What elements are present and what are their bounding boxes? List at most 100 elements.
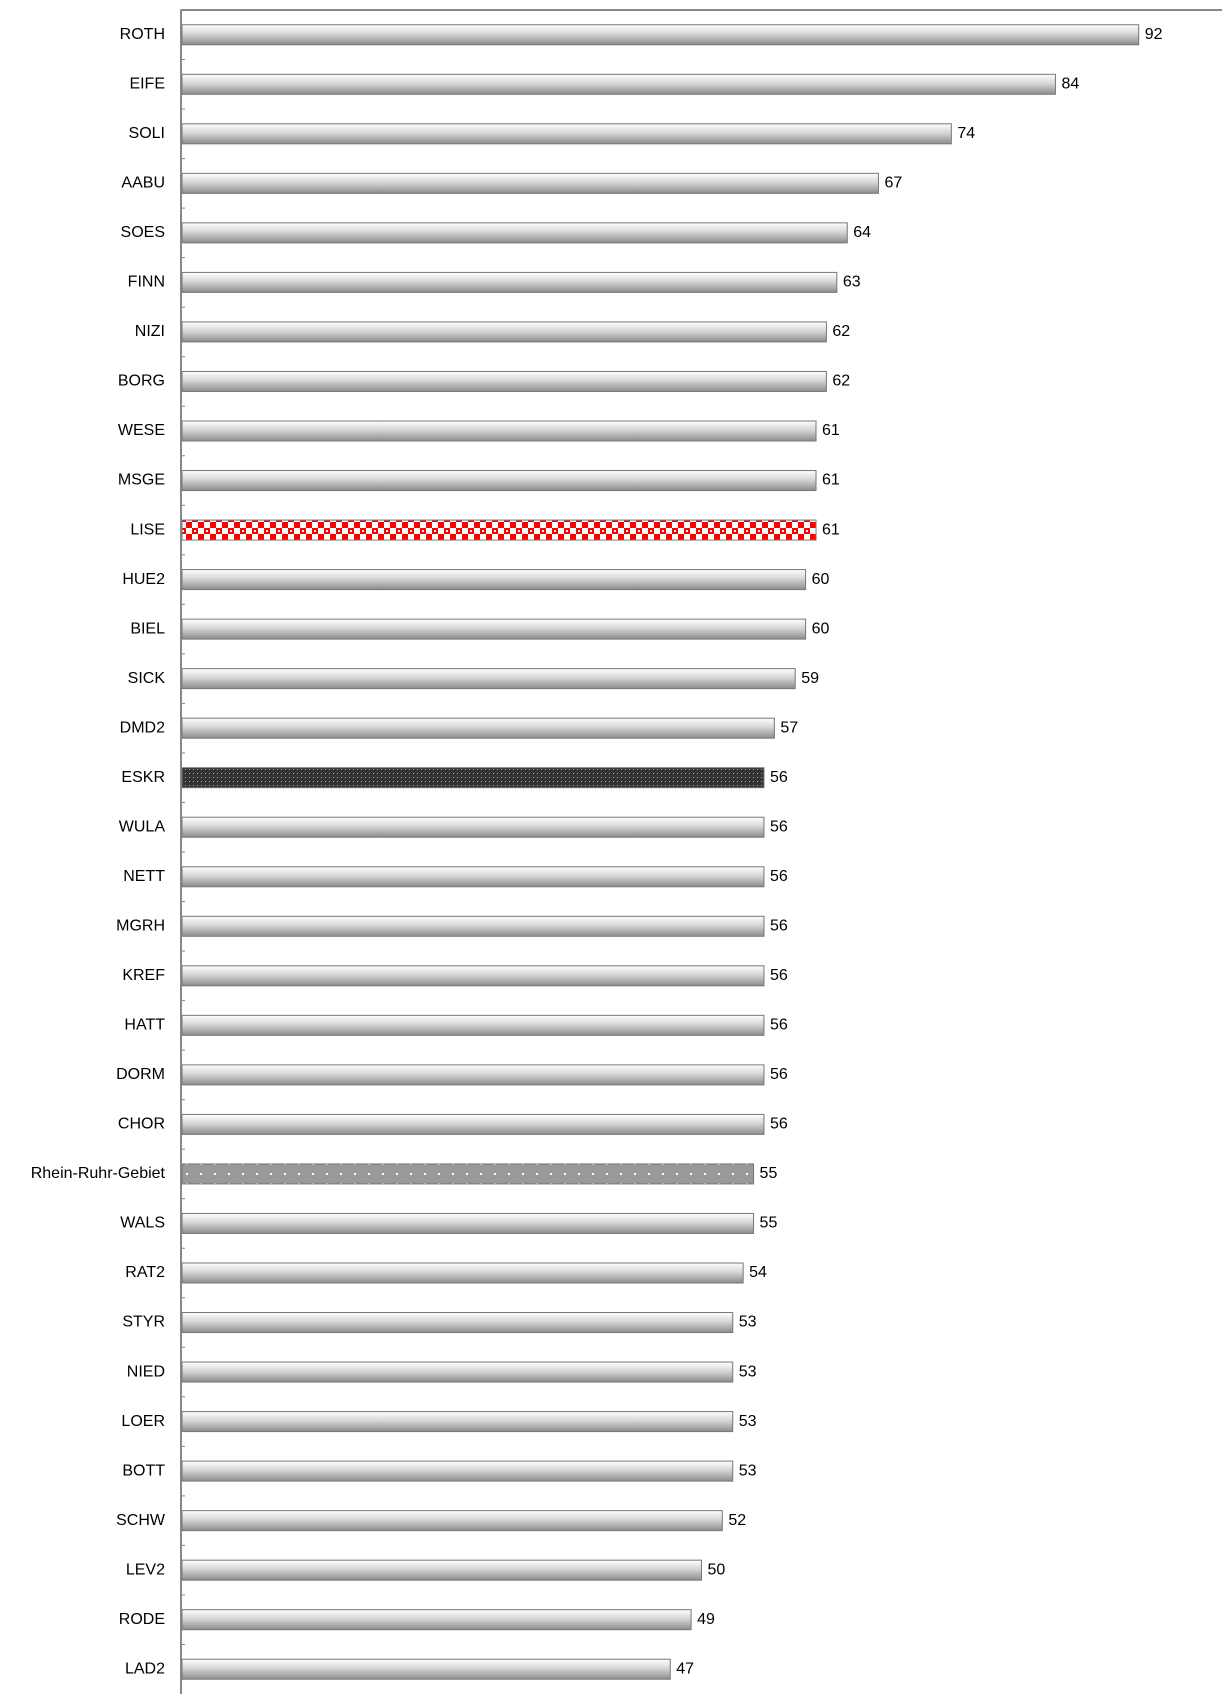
y-tick-label: RAT2 [125,1264,165,1281]
y-tick-label: STYR [122,1314,165,1331]
y-tick-label: SCHW [116,1512,166,1529]
value-label: 53 [739,1363,757,1380]
bar [181,668,796,690]
y-tick-label: SOLI [129,125,165,142]
bar [181,915,765,937]
bar [181,1609,692,1631]
bar [181,470,817,492]
value-label: 49 [697,1611,715,1628]
y-tick-label: ESKR [121,769,165,786]
value-label: 61 [822,521,840,538]
value-label: 67 [884,175,902,192]
bar [181,717,775,739]
value-label: 53 [739,1413,757,1430]
value-label: 57 [780,719,798,736]
bar [181,1113,765,1135]
bar [181,569,807,591]
value-label: 56 [770,868,788,885]
bar [181,618,807,640]
value-label: 54 [749,1264,767,1281]
bar [181,965,765,987]
bar [181,1559,702,1581]
value-label: 62 [832,323,850,340]
bar [181,519,817,541]
y-tick-label: HATT [124,1017,165,1034]
y-tick-label: RODE [119,1611,165,1628]
value-label: 62 [832,373,850,390]
y-tick-label: NIZI [135,323,165,340]
value-label: 55 [760,1165,778,1182]
bar [181,73,1056,95]
bar [181,123,952,145]
y-tick-label: DORM [116,1066,165,1083]
value-label: 61 [822,472,840,489]
value-label: 56 [770,818,788,835]
value-label: 53 [739,1314,757,1331]
bar [181,1064,765,1086]
y-tick-label: FINN [128,274,165,291]
y-tick-label: DMD2 [120,719,165,736]
bar [181,420,817,442]
bar [181,1163,755,1185]
y-tick-label: LAD2 [125,1660,165,1677]
value-label: 47 [676,1660,694,1677]
y-tick-label: MSGE [118,472,165,489]
value-label: 56 [770,1017,788,1034]
bar [181,222,848,244]
y-tick-label: HUE2 [122,571,165,588]
y-tick-label: LEV2 [126,1561,165,1578]
bar [181,321,827,343]
y-tick-label: Rhein-Ruhr-Gebiet [31,1165,166,1182]
bar [181,172,879,194]
bar [181,1014,765,1036]
y-tick-label: NETT [123,868,165,885]
y-tick-label: BORG [118,373,165,390]
value-label: 64 [853,224,871,241]
y-tick-label: SOES [121,224,165,241]
bar [181,816,765,838]
value-label: 61 [822,422,840,439]
value-label: 74 [957,125,975,142]
value-label: 56 [770,769,788,786]
y-tick-label: WALS [120,1215,165,1232]
value-label: 60 [812,620,830,637]
value-label: 53 [739,1462,757,1479]
bar [181,1361,734,1383]
value-label: 50 [708,1561,726,1578]
value-label: 56 [770,918,788,935]
y-tick-label: MGRH [116,918,165,935]
value-label: 84 [1061,76,1079,93]
bar [181,1312,734,1334]
y-tick-label: EIFE [129,76,165,93]
value-label: 63 [843,274,861,291]
y-tick-label: LOER [121,1413,165,1430]
y-tick-label: ROTH [120,26,165,43]
bar [181,1212,755,1234]
bar [181,1262,744,1284]
bar [181,1411,734,1433]
y-tick-label: WULA [119,818,166,835]
value-label: 56 [770,1066,788,1083]
y-tick-label: WESE [118,422,165,439]
value-label: 56 [770,1116,788,1133]
y-tick-label: SICK [128,670,166,687]
bar [181,767,765,789]
value-label: 92 [1145,26,1163,43]
y-tick-label: KREF [122,967,165,984]
value-label: 55 [760,1215,778,1232]
bar [181,271,838,293]
y-tick-label: CHOR [118,1116,165,1133]
bar [181,1460,734,1482]
bar [181,1658,671,1680]
value-label: 60 [812,571,830,588]
y-tick-label: LISE [130,521,165,538]
value-label: 59 [801,670,819,687]
y-tick-label: NIED [127,1363,165,1380]
bar [181,866,765,888]
y-tick-label: AABU [121,175,165,192]
y-tick-label: BIEL [130,620,165,637]
value-label: 56 [770,967,788,984]
bar [181,24,1140,46]
y-tick-label: BOTT [122,1462,165,1479]
